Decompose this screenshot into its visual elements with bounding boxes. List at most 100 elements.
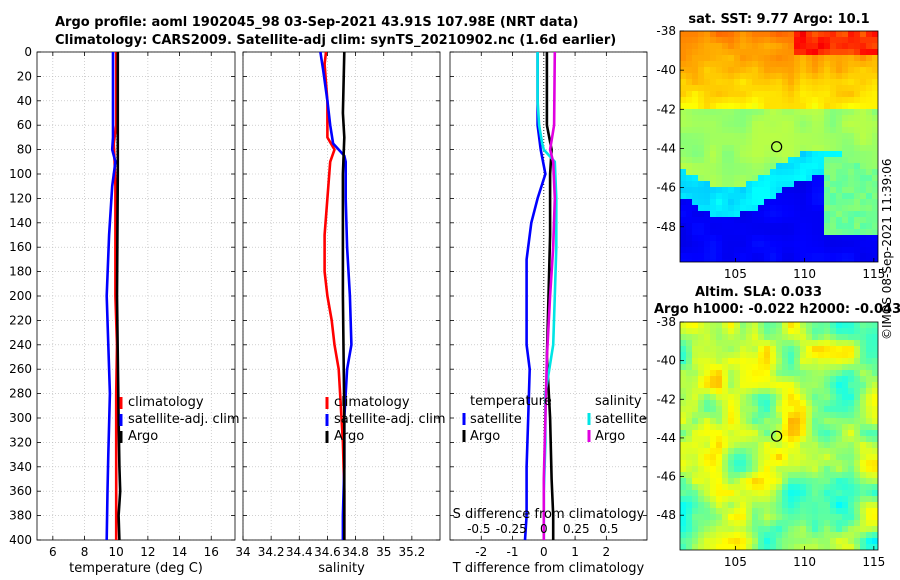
salinity-diff-tick-label: 0.5 bbox=[599, 522, 618, 536]
legend-salinity-entry: satellite bbox=[595, 412, 647, 427]
sst-map-xtick-label: 105 bbox=[724, 267, 747, 281]
legend-salinity-entry: Argo bbox=[595, 429, 625, 444]
differences-xtick-label: -2 bbox=[475, 545, 487, 559]
salinity-legend-entry: climatology bbox=[334, 395, 410, 410]
sst-map-cells bbox=[680, 31, 878, 262]
depth-tick-label: 380 bbox=[9, 509, 32, 523]
sla-map-ytick-label: -46 bbox=[656, 470, 676, 484]
temperature-xtick-label: 6 bbox=[49, 545, 57, 559]
plot-title-line1: Argo profile: aoml 1902045_98 03-Sep-202… bbox=[55, 15, 579, 30]
temperature-series-climatology bbox=[112, 52, 119, 540]
depth-tick-label: 40 bbox=[17, 94, 32, 108]
differences-xtick-label: 2 bbox=[603, 545, 611, 559]
depth-tick-label: 320 bbox=[9, 435, 32, 449]
temperature-legend-entry: satellite-adj. clim bbox=[128, 412, 240, 427]
sla-map-axes-box bbox=[679, 321, 879, 551]
sst-map-ytick-label: -38 bbox=[656, 24, 676, 38]
salinity-diff-tick-label: 0.25 bbox=[563, 522, 590, 536]
argo-location-marker bbox=[771, 141, 783, 153]
sla-map-title: Altim. SLA: 0.033 bbox=[695, 285, 822, 300]
temperature-legend-entry: Argo bbox=[128, 429, 158, 444]
temperature-xtick-label: 8 bbox=[81, 545, 89, 559]
depth-tick-label: 360 bbox=[9, 484, 32, 498]
legend-salinity-title: salinity bbox=[595, 394, 642, 409]
salinity-axes-box bbox=[242, 51, 441, 541]
temperature-series-satellite-adj-clim bbox=[105, 52, 117, 541]
salinity-series-satellite-adj-clim bbox=[319, 51, 353, 540]
salinity-diff-tick-label: -0.5 bbox=[467, 522, 490, 536]
depth-tick-label: 240 bbox=[9, 338, 32, 352]
depth-tick-label: 400 bbox=[9, 533, 32, 547]
depth-tick-label: 20 bbox=[17, 69, 32, 83]
salinity-diff-tick-label: -0.25 bbox=[496, 522, 527, 536]
depth-tick-label: 100 bbox=[9, 167, 32, 181]
depth-tick-label: 180 bbox=[9, 265, 32, 279]
temperature-xtick-label: 16 bbox=[204, 545, 219, 559]
sla-map-ytick-label: -44 bbox=[656, 431, 676, 445]
plot-title-line2: Climatology: CARS2009. Satellite-adj cli… bbox=[55, 33, 617, 48]
salinity-xlabel: salinity bbox=[318, 561, 365, 576]
sst-map-ytick-label: -48 bbox=[656, 220, 676, 234]
differences-xlabel: T difference from climatology bbox=[452, 561, 645, 576]
sla-map-cells bbox=[680, 322, 878, 550]
sla-map-xtick-label: 105 bbox=[724, 555, 747, 569]
salinity-xtick-label: 35.2 bbox=[398, 545, 425, 559]
sst-map-xtick-label: 115 bbox=[862, 267, 885, 281]
salinity-diff-tick-label: 0 bbox=[540, 522, 548, 536]
sla-map-ytick-label: -48 bbox=[656, 508, 676, 522]
temperature-series-argo bbox=[115, 52, 122, 541]
salinity-xtick-label: 34.8 bbox=[342, 545, 369, 559]
sla-map-ytick-label: -42 bbox=[656, 392, 676, 406]
depth-tick-label: 200 bbox=[9, 289, 32, 303]
sla-map-ytick-label: -40 bbox=[656, 354, 676, 368]
legend-temperature-title: temperature bbox=[470, 394, 552, 409]
differences-series-temperature-argo bbox=[545, 52, 555, 540]
salinity-xtick-label: 34.2 bbox=[258, 545, 285, 559]
depth-tick-label: 120 bbox=[9, 191, 32, 205]
sst-map-axes-box bbox=[679, 30, 879, 263]
temperature-xtick-label: 10 bbox=[109, 545, 124, 559]
temperature-xtick-label: 14 bbox=[172, 545, 187, 559]
salinity-series-climatology bbox=[323, 51, 346, 540]
legend-temperature-entry: satellite bbox=[470, 412, 522, 427]
differences-xtick-label: -1 bbox=[507, 545, 519, 559]
differences-xtick-label: 0 bbox=[540, 545, 548, 559]
salinity-series-argo bbox=[341, 51, 346, 540]
depth-tick-label: 260 bbox=[9, 362, 32, 376]
sla-map-xtick-label: 110 bbox=[793, 555, 816, 569]
salinity-xtick-label: 35 bbox=[376, 545, 391, 559]
depth-tick-label: 340 bbox=[9, 460, 32, 474]
differences-xtick-label: 1 bbox=[571, 545, 579, 559]
temperature-legend-entry: climatology bbox=[128, 395, 204, 410]
sst-map-title: sat. SST: 9.77 Argo: 10.1 bbox=[688, 12, 869, 27]
salinity-xtick-label: 34.6 bbox=[314, 545, 341, 559]
salinity-legend-entry: satellite-adj. clim bbox=[334, 412, 446, 427]
depth-tick-label: 220 bbox=[9, 313, 32, 327]
sst-map-ytick-label: -44 bbox=[656, 141, 676, 155]
sst-map-xtick-label: 110 bbox=[793, 267, 816, 281]
temperature-xlabel: temperature (deg C) bbox=[69, 561, 203, 576]
depth-tick-label: 60 bbox=[17, 118, 32, 132]
depth-tick-label: 280 bbox=[9, 387, 32, 401]
sst-map-ytick-label: -42 bbox=[656, 102, 676, 116]
salinity-diff-axis-label: S difference from climatology bbox=[453, 507, 645, 522]
depth-tick-label: 140 bbox=[9, 216, 32, 230]
depth-tick-label: 160 bbox=[9, 240, 32, 254]
depth-tick-label: 80 bbox=[17, 143, 32, 157]
legend-temperature-entry: Argo bbox=[470, 429, 500, 444]
salinity-xtick-label: 34.4 bbox=[286, 545, 313, 559]
depth-tick-label: 300 bbox=[9, 411, 32, 425]
sla-map-xtick-label: 115 bbox=[862, 555, 885, 569]
differences-series-salinity-argo bbox=[542, 51, 557, 540]
temperature-xtick-label: 12 bbox=[140, 545, 155, 559]
argo-location-marker bbox=[771, 430, 783, 442]
depth-tick-label: 0 bbox=[24, 45, 32, 59]
differences-series-temperature-satellite bbox=[523, 52, 547, 541]
sst-map-ytick-label: -46 bbox=[656, 181, 676, 195]
salinity-legend-entry: Argo bbox=[334, 429, 364, 444]
sst-map-ytick-label: -40 bbox=[656, 63, 676, 77]
sla-map-ytick-label: -38 bbox=[656, 315, 676, 329]
sla-map-subtitle: Argo h1000: -0.022 h2000: -0.043 bbox=[654, 302, 900, 317]
salinity-xtick-label: 34 bbox=[235, 545, 250, 559]
